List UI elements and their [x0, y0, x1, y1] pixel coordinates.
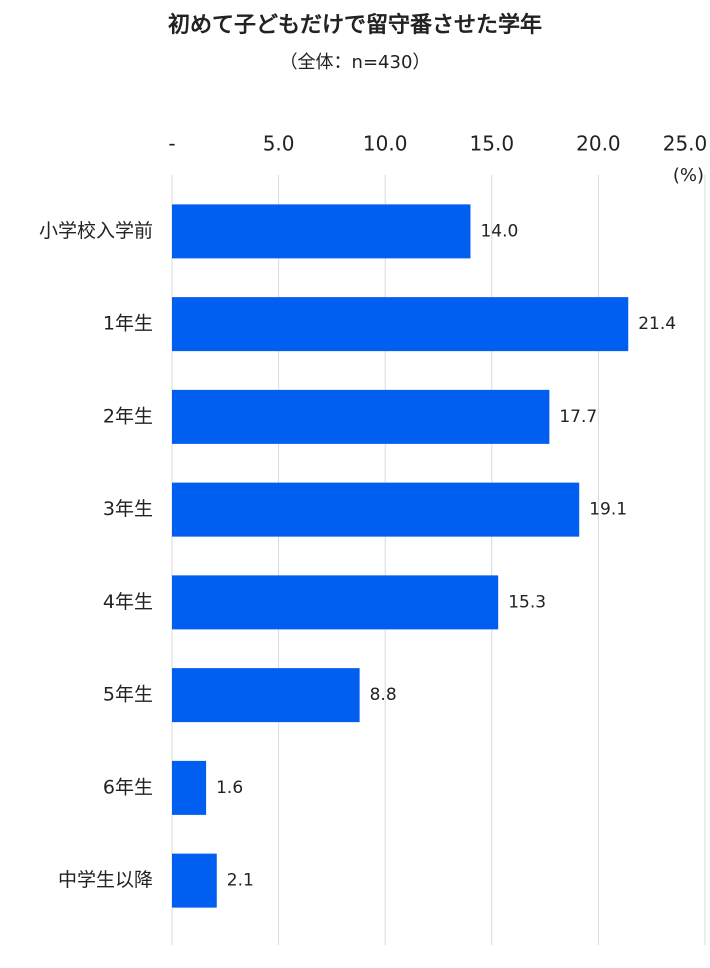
- x-tick-label: 5.0: [263, 132, 295, 156]
- chart-subtitle: （全体：n=430）: [280, 52, 431, 73]
- y-tick-label: 3年生: [103, 498, 153, 520]
- value-label: 17.7: [559, 407, 597, 427]
- y-tick-label: 2年生: [103, 405, 153, 427]
- bar: [172, 853, 217, 908]
- value-label: 1.6: [216, 778, 243, 798]
- y-tick-label: 6年生: [103, 776, 153, 798]
- value-label: 15.3: [508, 592, 546, 612]
- value-label: 21.4: [638, 314, 676, 334]
- bar: [172, 297, 629, 352]
- bar: [172, 760, 207, 815]
- axis-unit: (%): [673, 165, 704, 186]
- y-tick-label: 5年生: [103, 684, 153, 706]
- bar: [172, 668, 360, 723]
- value-label: 8.8: [370, 685, 397, 705]
- y-tick-label: 小学校入学前: [39, 220, 153, 242]
- bar: [172, 482, 580, 537]
- bar: [172, 204, 471, 259]
- x-tick-label: 15.0: [470, 132, 515, 156]
- value-label: 14.0: [480, 221, 518, 241]
- x-tick-label: 25.0: [663, 132, 708, 156]
- chart-title: 初めて子どもだけで留守番させた学年: [168, 12, 542, 38]
- y-tick-label: 中学生以降: [58, 869, 153, 891]
- bar: [172, 389, 550, 444]
- value-label: 2.1: [227, 871, 254, 891]
- x-tick-label: -: [168, 132, 175, 156]
- x-tick-label: 20.0: [576, 132, 621, 156]
- y-tick-label: 1年生: [103, 313, 153, 335]
- value-label: 19.1: [589, 500, 627, 520]
- y-tick-label: 4年生: [103, 591, 153, 613]
- bar: [172, 575, 499, 630]
- x-tick-label: 10.0: [363, 132, 408, 156]
